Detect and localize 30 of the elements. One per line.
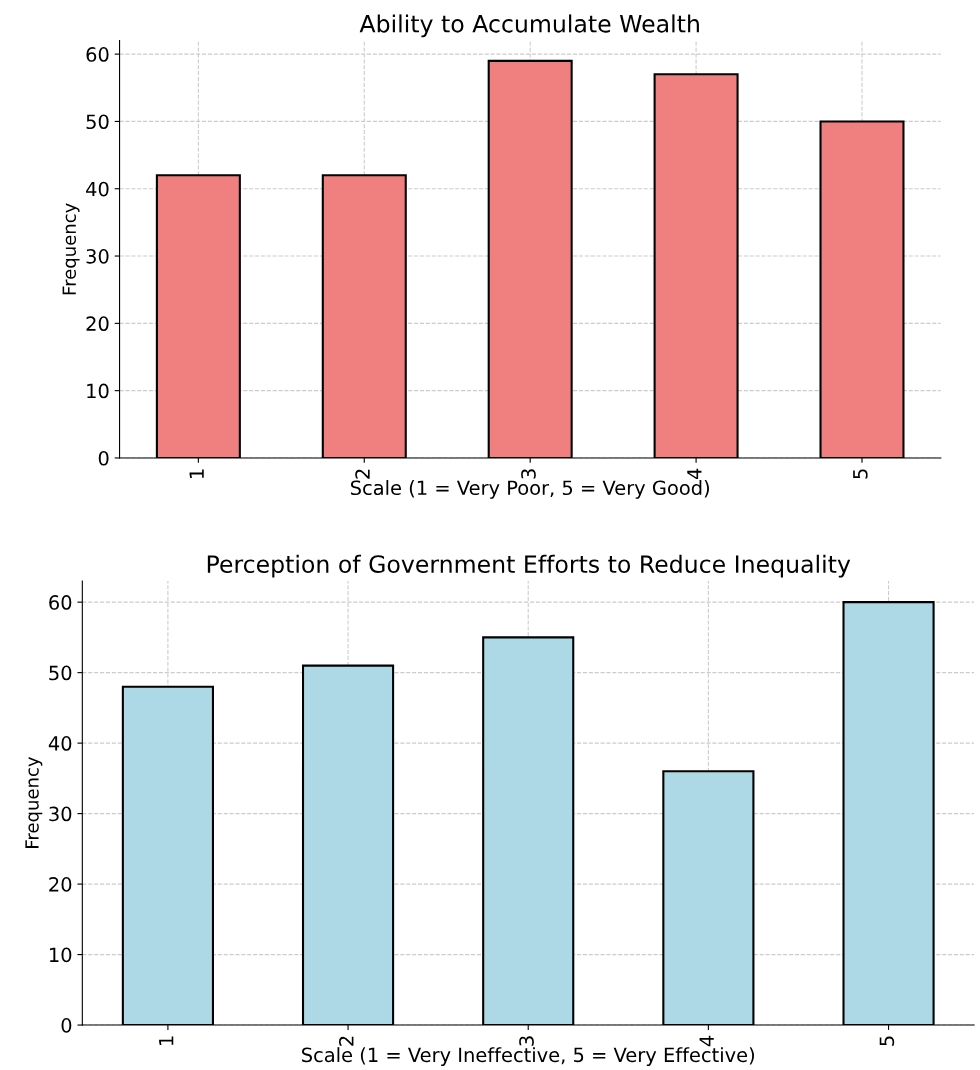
- y-tick-label: 50: [49, 665, 72, 681]
- y-tick-label: 20: [49, 877, 72, 892]
- y-tick-label: 50: [86, 114, 109, 130]
- x-tick-label: 1: [159, 1036, 174, 1046]
- y-tick-label: 0: [61, 1018, 72, 1033]
- y-tick-label: 60: [49, 595, 72, 610]
- x-tick-label: 5: [879, 1036, 895, 1046]
- chart-title: Perception of Government Efforts to Reduce Inequality: [207, 554, 851, 578]
- y-tick-label: 0: [98, 450, 109, 466]
- x-tick-label: 4: [699, 1035, 714, 1047]
- y-axis-title: Frequency: [62, 203, 80, 295]
- y-tick-label: 20: [86, 316, 109, 332]
- y-axis-title: Frequency: [25, 756, 43, 848]
- y-tick-label: 30: [86, 249, 109, 264]
- x-tick-label: 3: [521, 469, 536, 479]
- x-tick-label: 2: [338, 1036, 354, 1046]
- y-tick-label: 60: [86, 47, 109, 62]
- x-axis-title: Scale (1 = Very Ineffective, 5 = Very Effective): [302, 1047, 755, 1066]
- chart-title: Ability to Accumulate Wealth: [359, 14, 699, 38]
- y-tick-label: 10: [87, 383, 109, 399]
- x-tick-label: 1: [189, 469, 204, 478]
- x-tick-label: 3: [519, 1036, 534, 1046]
- x-tick-label: 2: [355, 469, 370, 479]
- x-tick-label: 5: [853, 469, 868, 479]
- y-tick-label: 30: [49, 806, 72, 822]
- x-axis-title: Scale (1 = Very Poor, 5 = Very Good): [350, 480, 709, 499]
- y-tick-label: 10: [49, 947, 72, 963]
- x-tick-label: 4: [687, 468, 702, 480]
- y-tick-label: 40: [48, 736, 72, 751]
- y-tick-label: 40: [86, 181, 109, 197]
